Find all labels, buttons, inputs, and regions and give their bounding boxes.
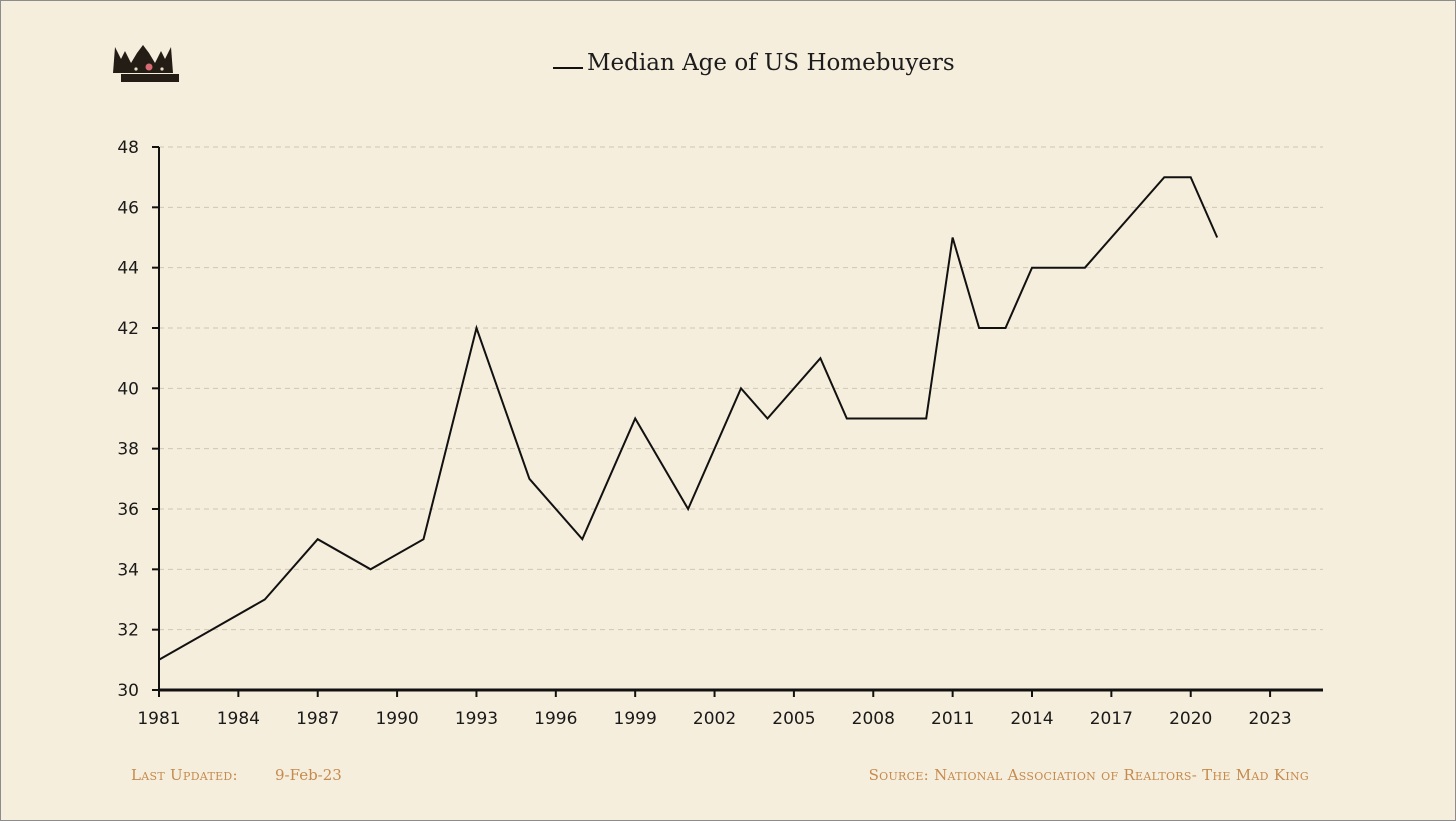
- y-tick-label-30: 30: [117, 681, 139, 701]
- legend-label: Median Age of US Homebuyers: [587, 50, 955, 76]
- data-point-1997: [580, 537, 585, 542]
- data-point-1993: [474, 326, 479, 331]
- data-point-1981: [157, 657, 162, 662]
- y-tick-label-48: 48: [117, 138, 139, 158]
- data-point-2006: [818, 356, 823, 361]
- series-layer: [157, 175, 1220, 662]
- x-tick-label-1996: 1996: [534, 709, 577, 729]
- y-tick-label-46: 46: [117, 198, 139, 218]
- data-point-2003: [739, 386, 744, 391]
- x-tick-label-2002: 2002: [693, 709, 736, 729]
- last-updated-label: Last Updated:: [131, 766, 238, 784]
- last-updated-date: 9-Feb-23: [275, 766, 342, 784]
- x-tick-label-2011: 2011: [931, 709, 974, 729]
- data-point-1985: [262, 597, 267, 602]
- data-point-2014: [1030, 265, 1035, 270]
- legend: Median Age of US Homebuyers: [553, 50, 955, 76]
- y-tick-label-40: 40: [117, 379, 139, 399]
- data-point-2007: [844, 416, 849, 421]
- x-tick-label-2017: 2017: [1090, 709, 1133, 729]
- source-note: Source: National Association of Realtors…: [869, 766, 1309, 784]
- data-point-2004: [765, 416, 770, 421]
- data-point-1987: [315, 537, 320, 542]
- y-tick-label-38: 38: [117, 440, 139, 460]
- x-tick-label-2005: 2005: [772, 709, 815, 729]
- x-axis-ticks: 1981 1984 1987 1990 1993 1996 1999 2002 2005 2008…: [137, 690, 1292, 729]
- data-point-2012: [977, 326, 982, 331]
- data-point-2020: [1188, 175, 1193, 180]
- x-tick-label-2023: 2023: [1248, 709, 1291, 729]
- data-point-2021: [1215, 235, 1220, 240]
- x-tick-label-2020: 2020: [1169, 709, 1212, 729]
- x-tick-label-1981: 1981: [137, 709, 180, 729]
- data-point-2011: [950, 235, 955, 240]
- y-tick-label-36: 36: [117, 500, 139, 520]
- x-tick-label-2014: 2014: [1010, 709, 1053, 729]
- x-tick-label-1990: 1990: [375, 709, 418, 729]
- data-point-1999: [633, 416, 638, 421]
- series-line-0: [158, 176, 1219, 661]
- data-point-2001: [686, 507, 691, 512]
- y-tick-label-44: 44: [117, 259, 139, 279]
- data-point-1989: [368, 567, 373, 572]
- data-point-2019: [1162, 175, 1167, 180]
- x-tick-label-1993: 1993: [455, 709, 498, 729]
- data-point-1995: [527, 476, 532, 481]
- x-tick-label-1987: 1987: [296, 709, 339, 729]
- y-tick-label-42: 42: [117, 319, 139, 339]
- data-point-2013: [1003, 326, 1008, 331]
- x-tick-label-1999: 1999: [614, 709, 657, 729]
- x-tick-label-1984: 1984: [217, 709, 260, 729]
- y-tick-label-34: 34: [117, 560, 139, 580]
- axes: [158, 147, 1323, 692]
- x-tick-label-2008: 2008: [852, 709, 895, 729]
- data-point-2008: [871, 416, 876, 421]
- y-tick-label-32: 32: [117, 621, 139, 641]
- data-point-2016: [1082, 265, 1087, 270]
- y-axis-ticks: 30 32 34 36 38 40 42 44 46 48: [117, 138, 159, 701]
- data-point-2010: [924, 416, 929, 421]
- data-point-1991: [421, 537, 426, 542]
- crown-icon: [113, 45, 179, 82]
- grid-lines: [159, 146, 1323, 631]
